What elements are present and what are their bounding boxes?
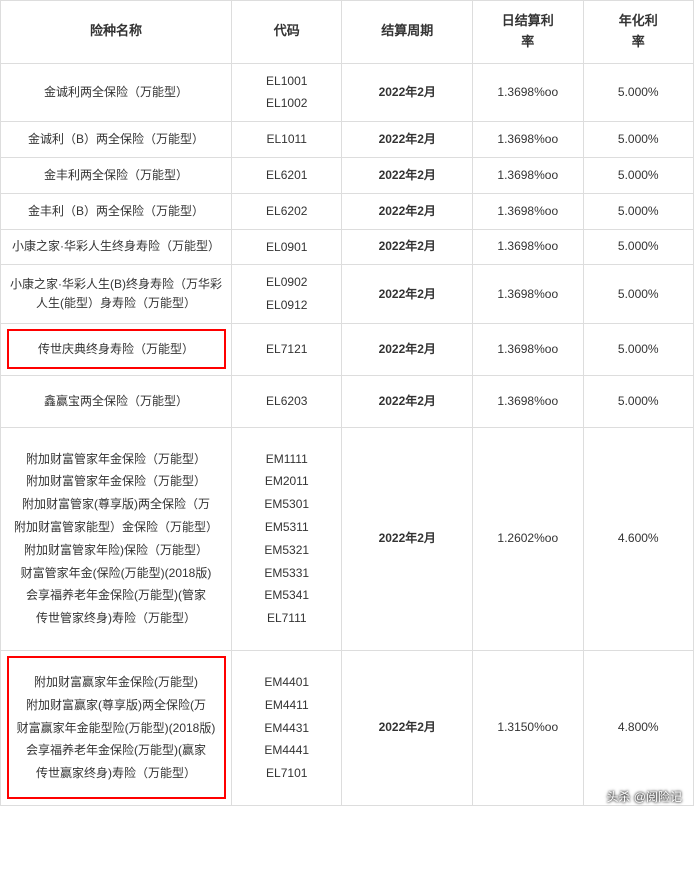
cell-period: 2022年2月 xyxy=(342,157,473,193)
col-header-period: 结算周期 xyxy=(342,1,473,64)
table-row: 小康之家·华彩人生(B)终身寿险（万华彩人生(能型）身寿险（万能型）EL0902… xyxy=(1,265,694,324)
col-header-daily: 日结算利率 xyxy=(473,1,583,64)
insurance-rate-table: 险种名称 代码 结算周期 日结算利率 年化利率 金诚利两全保险（万能型）EL10… xyxy=(0,0,694,806)
cell-daily-rate: 1.3698%oo xyxy=(473,193,583,229)
cell-daily-rate: 1.3698%oo xyxy=(473,323,583,375)
table-row: 金诚利（B）两全保险（万能型）EL10112022年2月1.3698%oo5.0… xyxy=(1,122,694,158)
col-header-code: 代码 xyxy=(232,1,342,64)
cell-annual-rate: 5.000% xyxy=(583,323,694,375)
cell-period: 2022年2月 xyxy=(342,122,473,158)
table-header: 险种名称 代码 结算周期 日结算利率 年化利率 xyxy=(1,1,694,64)
cell-period: 2022年2月 xyxy=(342,229,473,265)
cell-code: EL1011 xyxy=(232,122,342,158)
cell-name: 小康之家·华彩人生(B)终身寿险（万华彩人生(能型）身寿险（万能型） xyxy=(1,265,232,324)
cell-daily-rate: 1.3698%oo xyxy=(473,157,583,193)
cell-code: EM4401EM4411EM4431EM4441EL7101 xyxy=(232,650,342,805)
cell-annual-rate: 5.000% xyxy=(583,265,694,324)
cell-code: EL0902EL0912 xyxy=(232,265,342,324)
cell-daily-rate: 1.3698%oo xyxy=(473,122,583,158)
cell-name: 附加财富管家年金保险（万能型）附加财富管家年金保险（万能型）附加财富管家(尊享版… xyxy=(1,427,232,650)
cell-code: EL7121 xyxy=(232,323,342,375)
cell-daily-rate: 1.3698%oo xyxy=(473,63,583,122)
cell-code: EL6202 xyxy=(232,193,342,229)
cell-code: EM1111EM2011EM5301EM5311EM5321EM5331EM53… xyxy=(232,427,342,650)
cell-annual-rate: 5.000% xyxy=(583,375,694,427)
cell-name: 金诚利两全保险（万能型） xyxy=(1,63,232,122)
col-header-name: 险种名称 xyxy=(1,1,232,64)
cell-annual-rate: 4.600% xyxy=(583,427,694,650)
cell-name: 金丰利两全保险（万能型） xyxy=(1,157,232,193)
cell-daily-rate: 1.2602%oo xyxy=(473,427,583,650)
cell-code: EL1001EL1002 xyxy=(232,63,342,122)
cell-period: 2022年2月 xyxy=(342,650,473,805)
cell-code: EL0901 xyxy=(232,229,342,265)
cell-period: 2022年2月 xyxy=(342,63,473,122)
table-row: 附加财富管家年金保险（万能型）附加财富管家年金保险（万能型）附加财富管家(尊享版… xyxy=(1,427,694,650)
cell-daily-rate: 1.3698%oo xyxy=(473,265,583,324)
cell-name: 鑫赢宝两全保险（万能型） xyxy=(1,375,232,427)
cell-period: 2022年2月 xyxy=(342,427,473,650)
cell-annual-rate: 5.000% xyxy=(583,63,694,122)
cell-code: EL6203 xyxy=(232,375,342,427)
cell-annual-rate: 5.000% xyxy=(583,193,694,229)
table-row: 传世庆典终身寿险（万能型）EL71212022年2月1.3698%oo5.000… xyxy=(1,323,694,375)
cell-annual-rate: 5.000% xyxy=(583,122,694,158)
cell-name: 传世庆典终身寿险（万能型） xyxy=(1,323,232,375)
cell-name: 金诚利（B）两全保险（万能型） xyxy=(1,122,232,158)
cell-daily-rate: 1.3150%oo xyxy=(473,650,583,805)
cell-name: 小康之家·华彩人生终身寿险（万能型） xyxy=(1,229,232,265)
cell-annual-rate: 5.000% xyxy=(583,229,694,265)
cell-code: EL6201 xyxy=(232,157,342,193)
watermark: 头杀 @阅险记 xyxy=(606,788,682,805)
cell-period: 2022年2月 xyxy=(342,193,473,229)
table-row: 附加财富赢家年金保险(万能型)附加财富赢家(尊享版)两全保险(万财富赢家年金能型… xyxy=(1,650,694,805)
table-row: 鑫赢宝两全保险（万能型）EL62032022年2月1.3698%oo5.000% xyxy=(1,375,694,427)
cell-name: 金丰利（B）两全保险（万能型） xyxy=(1,193,232,229)
table-row: 金丰利（B）两全保险（万能型）EL62022022年2月1.3698%oo5.0… xyxy=(1,193,694,229)
cell-daily-rate: 1.3698%oo xyxy=(473,375,583,427)
cell-name: 附加财富赢家年金保险(万能型)附加财富赢家(尊享版)两全保险(万财富赢家年金能型… xyxy=(1,650,232,805)
table-row: 金诚利两全保险（万能型）EL1001EL10022022年2月1.3698%oo… xyxy=(1,63,694,122)
cell-period: 2022年2月 xyxy=(342,265,473,324)
col-header-annual: 年化利率 xyxy=(583,1,694,64)
table-row: 金丰利两全保险（万能型）EL62012022年2月1.3698%oo5.000% xyxy=(1,157,694,193)
cell-annual-rate: 4.800% xyxy=(583,650,694,805)
cell-annual-rate: 5.000% xyxy=(583,157,694,193)
table-body: 金诚利两全保险（万能型）EL1001EL10022022年2月1.3698%oo… xyxy=(1,63,694,805)
cell-daily-rate: 1.3698%oo xyxy=(473,229,583,265)
table-row: 小康之家·华彩人生终身寿险（万能型）EL09012022年2月1.3698%oo… xyxy=(1,229,694,265)
cell-period: 2022年2月 xyxy=(342,375,473,427)
cell-period: 2022年2月 xyxy=(342,323,473,375)
